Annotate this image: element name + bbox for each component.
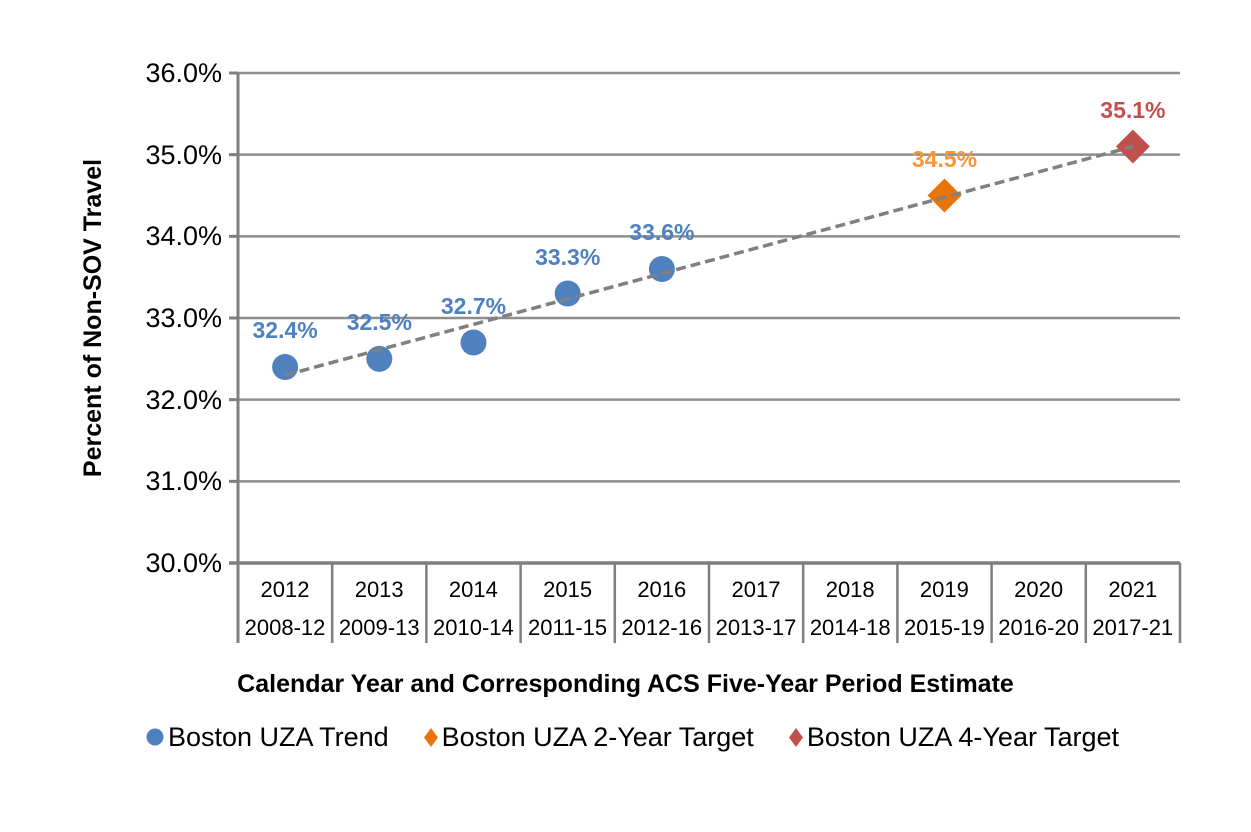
y-axis-tick-label: 30.0% xyxy=(145,548,222,578)
legend: Boston UZA Trend Boston UZA 2-Year Target… xyxy=(146,719,1119,755)
x-axis-period-label: 2009-13 xyxy=(338,615,420,640)
data-point-diamond xyxy=(1115,129,1150,164)
x-axis-period-label: 2017-21 xyxy=(1092,615,1174,640)
data-point-label: 33.6% xyxy=(629,219,695,245)
x-axis-year-label: 2014 xyxy=(448,577,498,602)
data-point-label: 32.7% xyxy=(440,292,507,319)
x-axis-year-label: 2020 xyxy=(1014,577,1064,602)
legend-item-boston-uza-2-year-target: Boston UZA 2-Year Target xyxy=(423,721,754,753)
legend-diamond-icon xyxy=(788,727,803,747)
y-axis-tick-label: 34.0% xyxy=(145,221,222,252)
x-axis-year-label: 2012 xyxy=(260,577,310,602)
x-axis-year-label: 2017 xyxy=(731,577,781,602)
data-point-circle xyxy=(460,329,487,356)
x-axis-period-label: 2011-15 xyxy=(528,615,608,640)
data-point-label: 32.4% xyxy=(252,317,318,343)
x-axis-period-label: 2012-16 xyxy=(621,615,703,640)
x-axis-period-label: 2013-17 xyxy=(715,615,797,640)
legend-label: Boston UZA 2-Year Target xyxy=(441,721,754,752)
data-point-circle xyxy=(554,280,581,307)
x-axis-year-label: 2018 xyxy=(825,577,875,602)
trend-line xyxy=(284,144,1134,377)
y-axis-tick-label: 32.0% xyxy=(145,384,222,415)
legend-circle-icon xyxy=(146,728,164,746)
x-axis-period-label: 2015-19 xyxy=(904,615,985,640)
data-point-circle xyxy=(648,256,675,282)
x-axis-year-label: 2021 xyxy=(1108,577,1158,602)
data-point-label: 34.5% xyxy=(911,145,978,172)
data-point-circle xyxy=(272,354,299,380)
y-axis-tick-label: 35.0% xyxy=(145,139,222,170)
legend-label: Boston UZA Trend xyxy=(168,721,389,752)
y-axis-tick-label: 33.0% xyxy=(145,303,222,333)
x-axis-year-label: 2019 xyxy=(919,577,969,602)
legend-label: Boston UZA 4-Year Target xyxy=(806,721,1119,752)
data-point-label: 33.3% xyxy=(535,243,601,270)
legend-item-boston-uza-trend: Boston UZA Trend xyxy=(146,722,389,753)
x-axis-period-label: 2008-12 xyxy=(244,615,326,640)
x-axis-period-label: 2016-20 xyxy=(998,615,1079,640)
legend-item-boston-uza-4-year-target: Boston UZA 4-Year Target xyxy=(788,721,1119,753)
y-axis-tick-label: 36.0% xyxy=(145,58,222,88)
x-axis-year-label: 2013 xyxy=(354,577,404,602)
data-point-label: 35.1% xyxy=(1100,96,1166,123)
x-axis-period-label: 2010-14 xyxy=(433,615,514,640)
x-axis-year-label: 2015 xyxy=(543,577,593,602)
data-point-label: 32.5% xyxy=(346,308,412,335)
x-axis-year-label: 2016 xyxy=(637,577,687,602)
data-point-diamond xyxy=(927,178,962,213)
y-axis-tick-label: 31.0% xyxy=(145,466,222,497)
legend-diamond-icon xyxy=(423,727,438,747)
x-axis-period-label: 2014-18 xyxy=(809,615,891,640)
x-axis-title: Calendar Year and Corresponding ACS Five… xyxy=(237,670,1014,698)
